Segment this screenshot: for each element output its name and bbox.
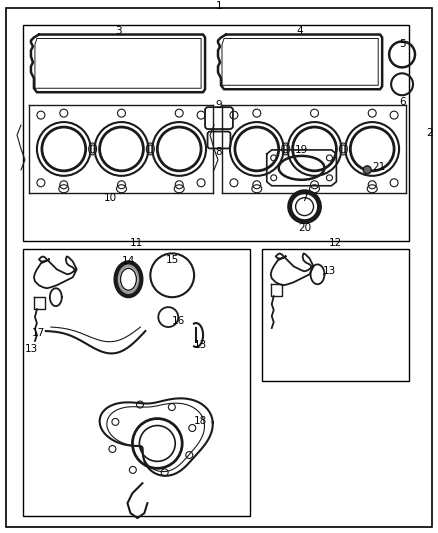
Text: 12: 12 xyxy=(329,238,342,248)
Text: 5: 5 xyxy=(399,39,406,50)
Text: 15: 15 xyxy=(166,255,179,265)
Text: 8: 8 xyxy=(215,147,223,157)
Text: 16: 16 xyxy=(172,316,185,326)
Text: 9: 9 xyxy=(215,100,223,110)
Text: 6: 6 xyxy=(399,97,406,107)
Text: 10: 10 xyxy=(104,193,117,203)
Text: 13: 13 xyxy=(25,344,38,354)
Text: 13: 13 xyxy=(194,340,207,350)
Text: 7: 7 xyxy=(301,193,308,203)
Text: 4: 4 xyxy=(296,26,303,36)
Ellipse shape xyxy=(116,262,141,296)
Bar xyxy=(23,249,250,516)
Text: 2: 2 xyxy=(427,128,433,138)
Text: 14: 14 xyxy=(122,256,135,266)
Text: 20: 20 xyxy=(298,223,311,232)
Text: 21: 21 xyxy=(373,162,386,172)
Ellipse shape xyxy=(120,268,136,290)
Text: 1: 1 xyxy=(215,1,223,11)
Bar xyxy=(262,249,409,381)
Circle shape xyxy=(363,166,371,174)
Text: 13: 13 xyxy=(323,266,336,276)
Text: 3: 3 xyxy=(115,26,122,36)
Bar xyxy=(23,25,409,241)
Text: 17: 17 xyxy=(32,328,46,338)
Text: 11: 11 xyxy=(130,238,143,248)
Text: 18: 18 xyxy=(194,416,207,425)
Text: 19: 19 xyxy=(295,145,308,155)
